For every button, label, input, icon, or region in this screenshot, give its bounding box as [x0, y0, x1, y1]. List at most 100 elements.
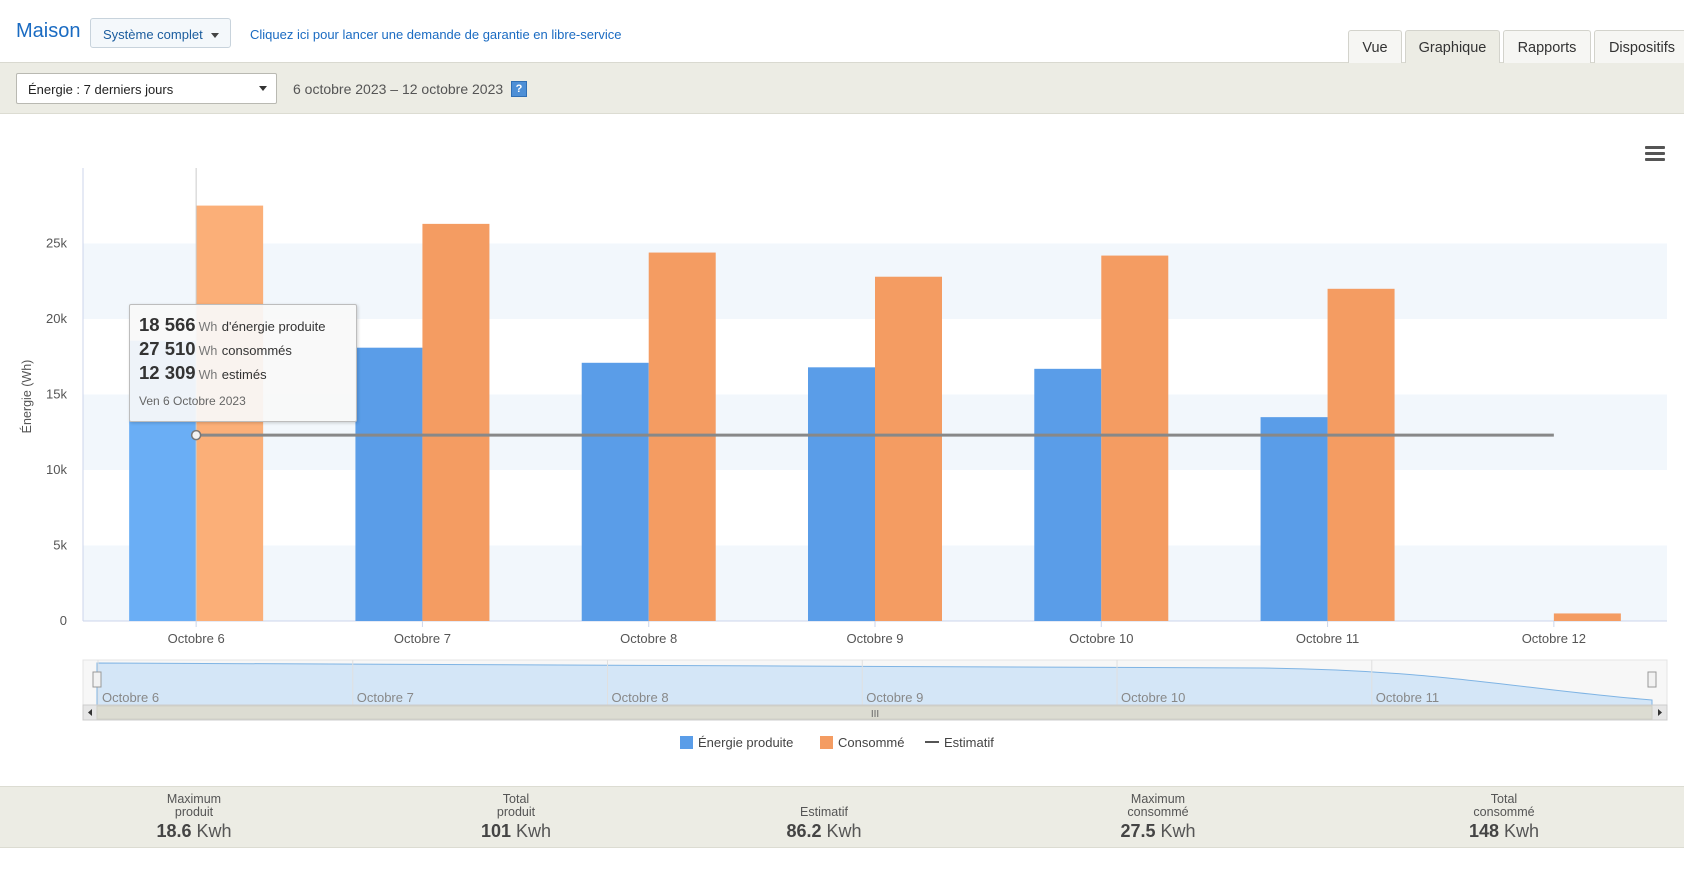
stat-label-line1: Total [502, 792, 530, 806]
x-tick-label: Octobre 10 [1069, 631, 1133, 646]
bar-consumed [875, 276, 942, 621]
stat-unit: Kwh [826, 821, 862, 841]
legend-swatch-produced [680, 736, 693, 749]
tooltip-produced-label: d'énergie produite [221, 319, 326, 334]
date-range-label: 6 octobre 2023 – 12 octobre 2023 [293, 81, 504, 97]
caret-down-icon [259, 86, 267, 91]
bar-produced [1034, 368, 1102, 621]
tooltip-consumed-label: consommés [221, 343, 292, 358]
y-tick-label: 10k [46, 462, 67, 477]
tooltip-estimated-label: estimés [221, 367, 267, 382]
legend-item-produced[interactable]: Énergie produite [680, 735, 793, 750]
navigator-label: Octobre 7 [357, 690, 414, 705]
legend-label-produced: Énergie produite [698, 735, 794, 750]
tab-vue[interactable]: Vue [1348, 30, 1402, 64]
stat-value: 18.6 [156, 821, 192, 841]
tab-rapports[interactable]: Rapports [1503, 30, 1591, 64]
legend-label-consumed: Consommé [838, 735, 905, 750]
stat-label-line2: consommé [1127, 805, 1189, 819]
stat-value: 101 [480, 821, 511, 841]
legend-line-estimated [925, 741, 939, 743]
navigator-label: Octobre 11 [1376, 690, 1439, 705]
help-icon[interactable]: ? [511, 81, 527, 97]
stat-total-produced: Total produit 101 Kwh [446, 793, 586, 842]
stat-unit: Kwh [196, 821, 232, 841]
bar-consumed [648, 252, 716, 621]
tooltip-produced-unit: Wh [198, 320, 218, 334]
x-tick-label: Octobre 9 [846, 631, 903, 646]
legend-item-consumed[interactable]: Consommé [820, 735, 904, 750]
stat-max-consumed: Maximum consommé 27.5 Kwh [1088, 793, 1228, 842]
y-tick-label: 0 [60, 613, 67, 628]
stat-max-produced: Maximum produit 18.6 Kwh [124, 793, 264, 842]
tooltip-estimated-value: 12 309 [139, 362, 196, 383]
navigator-label: Octobre 6 [102, 690, 159, 705]
stat-label-line1: Total [1490, 792, 1518, 806]
period-select[interactable]: Énergie : 7 derniers jours [16, 73, 277, 104]
y-axis-title: Énergie (Wh) [19, 360, 34, 434]
navigator-label: Octobre 9 [866, 690, 923, 705]
stat-label-line2: produit [174, 805, 214, 819]
x-tick-label: Octobre 8 [620, 631, 677, 646]
navigator-handle-left[interactable] [92, 671, 102, 688]
x-tick-label: Octobre 6 [168, 631, 225, 646]
stat-value: 27.5 [1120, 821, 1156, 841]
bar-produced [355, 347, 423, 621]
chart-menu-icon[interactable] [1645, 146, 1665, 163]
y-tick-label: 15k [46, 387, 67, 402]
tooltip-estimated-unit: Wh [198, 368, 218, 382]
stat-label-line1: Maximum [1130, 792, 1186, 806]
stat-unit: Kwh [1160, 821, 1196, 841]
tooltip-produced-value: 18 566 [139, 314, 196, 335]
y-tick-label: 25k [46, 236, 67, 251]
warranty-request-link[interactable]: Cliquez ici pour lancer une demande de g… [250, 27, 622, 42]
tab-graphique[interactable]: Graphique [1405, 30, 1500, 64]
bar-consumed [1327, 288, 1395, 621]
scrollbar-thumb[interactable] [96, 705, 1653, 720]
stat-value: 86.2 [786, 821, 822, 841]
bar-produced [581, 362, 649, 621]
scrollbar-grip-icon: III [871, 709, 879, 720]
stat-unit: Kwh [1504, 821, 1540, 841]
navigator-handle-right[interactable] [1647, 671, 1657, 688]
scroll-left-arrow-icon[interactable] [88, 709, 92, 716]
bar-consumed [1553, 613, 1621, 621]
chart-tooltip: 18 566 Wh d'énergie produite 27 510 Wh con… [129, 304, 357, 422]
stat-label-line2: produit [496, 805, 536, 819]
bar-produced [1260, 417, 1328, 621]
legend-item-estimated[interactable]: Estimatif [925, 735, 994, 750]
x-tick-label: Octobre 7 [394, 631, 451, 646]
navigator-series [96, 662, 1653, 706]
bar-consumed [1101, 255, 1169, 621]
tooltip-consumed-value: 27 510 [139, 338, 196, 359]
caret-down-icon [211, 33, 219, 38]
tooltip-consumed-unit: Wh [198, 344, 218, 358]
stat-label-line2: consommé [1473, 805, 1535, 819]
scroll-right-arrow-icon[interactable] [1658, 709, 1662, 716]
system-select-value: Système complet [103, 27, 203, 42]
system-select[interactable]: Système complet [90, 18, 231, 48]
site-title[interactable]: Maison [16, 20, 81, 42]
app-header: Maison Système complet Cliquez ici pour … [0, 0, 1684, 64]
bar-consumed [422, 223, 490, 621]
x-tick-label: Octobre 11 [1296, 631, 1359, 646]
stat-value: 148 [1468, 821, 1499, 841]
period-select-value: Énergie : 7 derniers jours [28, 82, 174, 97]
stat-total-consumed: Total consommé 148 Kwh [1434, 793, 1574, 842]
stat-estimated: Estimatif 86.2 Kwh [754, 793, 894, 842]
navigator-label: Octobre 8 [612, 690, 669, 705]
tooltip-date: Ven 6 Octobre 2023 [139, 394, 246, 408]
stats-summary-bar: Maximum produit 18.6 Kwh Total produit 1… [0, 786, 1684, 848]
stat-unit: Kwh [516, 821, 552, 841]
legend-label-estimated: Estimatif [944, 735, 994, 750]
navigator-label: Octobre 10 [1121, 690, 1185, 705]
legend-swatch-consumed [820, 736, 833, 749]
y-tick-label: 20k [46, 311, 67, 326]
tab-dispositifs[interactable]: Dispositifs [1594, 30, 1684, 64]
y-tick-label: 5k [53, 538, 67, 553]
stat-label-line2: Estimatif [800, 805, 848, 819]
estimate-marker [190, 429, 202, 441]
bar-produced [808, 367, 875, 621]
chart-toolbar: Énergie : 7 derniers jours 6 octobre 202… [0, 63, 1684, 114]
x-tick-label: Octobre 12 [1522, 631, 1586, 646]
